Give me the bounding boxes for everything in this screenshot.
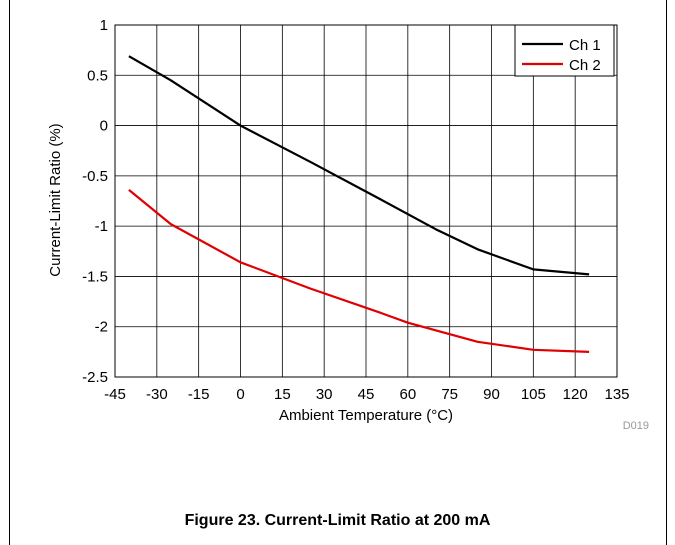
y-tick-label: 0.5 bbox=[87, 67, 108, 84]
chart: -45 -30 -15 0 15 30 45 60 75 90 105 120 135 -2.5 -2 -1… bbox=[47, 17, 649, 432]
y-tick-label: -2.5 bbox=[82, 369, 108, 386]
x-tick-label: 45 bbox=[358, 386, 375, 403]
grid bbox=[114, 24, 618, 378]
x-axis-label: Ambient Temperature (°C) bbox=[279, 407, 453, 424]
x-axis-ticks: -45 -30 -15 0 15 30 45 60 75 90 105 120 135 bbox=[104, 386, 629, 403]
series-line-2 bbox=[128, 189, 590, 353]
plot-area bbox=[114, 24, 618, 378]
y-tick-label: -0.5 bbox=[82, 168, 108, 185]
x-tick-label: 30 bbox=[316, 386, 333, 403]
series-line-1 bbox=[128, 55, 590, 276]
series-lines bbox=[128, 55, 590, 353]
x-tick-label: -30 bbox=[146, 386, 168, 403]
x-tick-label: 75 bbox=[441, 386, 458, 403]
legend: Ch 1 Ch 2 bbox=[514, 24, 615, 77]
legend-label-ch1: Ch 1 bbox=[569, 37, 601, 54]
x-tick-label: 135 bbox=[604, 386, 629, 403]
y-tick-label: 1 bbox=[100, 17, 108, 34]
x-tick-label: 105 bbox=[521, 386, 546, 403]
y-tick-label: -1.5 bbox=[82, 268, 108, 285]
x-tick-label: -15 bbox=[188, 386, 210, 403]
x-tick-label: -45 bbox=[104, 386, 126, 403]
x-tick-label: 60 bbox=[399, 386, 416, 403]
x-tick-label: 0 bbox=[236, 386, 244, 403]
legend-box bbox=[514, 24, 615, 77]
y-tick-label: -2 bbox=[95, 319, 108, 336]
figure-caption: Figure 23. Current-Limit Ratio at 200 mA bbox=[184, 512, 491, 529]
y-tick-label: 0 bbox=[100, 118, 108, 135]
y-axis-label: Current-Limit Ratio (%) bbox=[47, 123, 64, 276]
figure-code-label: D019 bbox=[623, 420, 649, 432]
x-tick-label: 120 bbox=[563, 386, 588, 403]
x-tick-label: 15 bbox=[274, 386, 291, 403]
legend-label-ch2: Ch 2 bbox=[569, 57, 601, 74]
x-tick-label: 90 bbox=[483, 386, 500, 403]
y-axis-ticks: -2.5 -2 -1.5 -1 -0.5 0 0.5 1 bbox=[82, 17, 108, 386]
y-tick-label: -1 bbox=[95, 218, 108, 235]
figure-frame bbox=[9, 0, 667, 545]
